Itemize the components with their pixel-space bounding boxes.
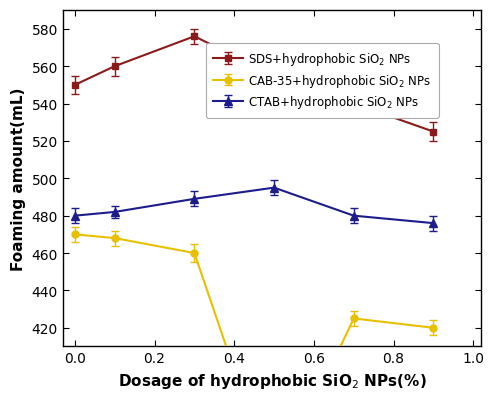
Legend: SDS+hydrophobic SiO$_2$ NPs, CAB-35+hydrophobic SiO$_2$ NPs, CTAB+hydrophobic Si: SDS+hydrophobic SiO$_2$ NPs, CAB-35+hydr… — [206, 44, 438, 118]
X-axis label: Dosage of hydrophobic SiO$_2$ NPs(%): Dosage of hydrophobic SiO$_2$ NPs(%) — [118, 371, 427, 390]
Y-axis label: Foaming amount(mL): Foaming amount(mL) — [11, 87, 26, 270]
